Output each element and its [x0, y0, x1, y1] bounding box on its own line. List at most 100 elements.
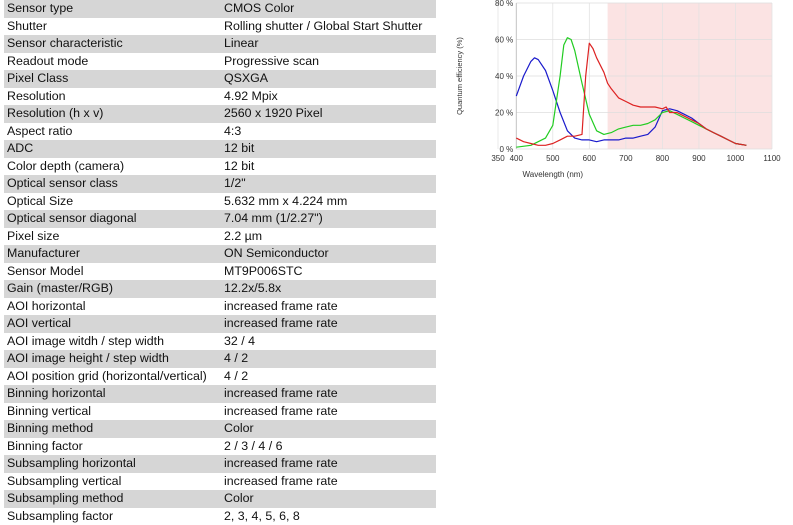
spec-value: 5.632 mm x 4.224 mm — [221, 193, 436, 211]
spec-value: 4:3 — [221, 123, 436, 141]
spec-value: 1/2" — [221, 175, 436, 193]
spec-label: Binning horizontal — [4, 385, 221, 403]
spec-label: AOI image witdh / step width — [4, 333, 221, 351]
spec-value: 7.04 mm (1/2.27") — [221, 210, 436, 228]
spec-value: Linear — [221, 35, 436, 53]
spec-value: 4.92 Mpix — [221, 88, 436, 106]
y-axis-label: Quantum efficiency (%) — [455, 37, 464, 115]
spec-label: Pixel size — [4, 228, 221, 246]
spec-value: MT9P006STC — [221, 263, 436, 281]
spec-label: Shutter — [4, 18, 221, 36]
spec-value: 2560 x 1920 Pixel — [221, 105, 436, 123]
spec-label: Pixel Class — [4, 70, 221, 88]
spec-label: Binning method — [4, 420, 221, 438]
spec-value: 12.2x/5.8x — [221, 280, 436, 298]
spec-label: Gain (master/RGB) — [4, 280, 221, 298]
spec-row: Resolution (h x v)2560 x 1920 Pixel — [4, 105, 436, 123]
spec-label: Resolution — [4, 88, 221, 106]
spec-value: 2 / 3 / 4 / 6 — [221, 438, 436, 456]
spec-value: Color — [221, 490, 436, 508]
spec-label: Color depth (camera) — [4, 158, 221, 176]
spec-label: Subsampling method — [4, 490, 221, 508]
y-tick-label: 20 % — [495, 109, 513, 118]
spec-label: Optical sensor class — [4, 175, 221, 193]
x-tick-label: 900 — [692, 154, 706, 163]
spec-label: Subsampling factor — [4, 508, 221, 525]
spec-label: AOI horizontal — [4, 298, 221, 316]
spec-value: increased frame rate — [221, 385, 436, 403]
spec-label: Readout mode — [4, 53, 221, 71]
spec-label: Manufacturer — [4, 245, 221, 263]
spec-value: Progressive scan — [221, 53, 436, 71]
spec-value: 32 / 4 — [221, 333, 436, 351]
spec-row: AOI position grid (horizontal/vertical)4… — [4, 368, 436, 386]
x-tick-label: 600 — [583, 154, 597, 163]
spec-label: Aspect ratio — [4, 123, 221, 141]
spec-value: 12 bit — [221, 140, 436, 158]
spec-value: increased frame rate — [221, 403, 436, 421]
y-tick-label: 60 % — [495, 36, 513, 45]
y-tick-label: 40 % — [495, 72, 513, 81]
spec-value: increased frame rate — [221, 473, 436, 491]
spec-value: Color — [221, 420, 436, 438]
spec-row: Color depth (camera)12 bit — [4, 158, 436, 176]
spec-value: increased frame rate — [221, 298, 436, 316]
spec-label: Binning vertical — [4, 403, 221, 421]
spec-value: 2, 3, 4, 5, 6, 8 — [221, 508, 436, 525]
spec-value: increased frame rate — [221, 315, 436, 333]
y-tick-label: 0 % — [499, 145, 513, 154]
spec-label: Subsampling horizontal — [4, 455, 221, 473]
spec-value: 4 / 2 — [221, 368, 436, 386]
x-tick-label: 800 — [656, 154, 670, 163]
spec-label: Subsampling vertical — [4, 473, 221, 491]
spec-label: AOI vertical — [4, 315, 221, 333]
spec-label: Optical Size — [4, 193, 221, 211]
spec-label: Sensor Model — [4, 263, 221, 281]
spec-label: Optical sensor diagonal — [4, 210, 221, 228]
y-tick-label: 80 % — [495, 0, 513, 8]
spec-row: Gain (master/RGB)12.2x/5.8x — [4, 280, 436, 298]
spec-label: AOI image height / step width — [4, 350, 221, 368]
x-tick-label: 1100 — [763, 154, 781, 163]
spec-label: Binning factor — [4, 438, 221, 456]
x-tick-label: 350 — [491, 154, 505, 163]
x-tick-label: 500 — [546, 154, 560, 163]
spec-label: ADC — [4, 140, 221, 158]
spec-value: increased frame rate — [221, 455, 436, 473]
spec-value: Rolling shutter / Global Start Shutter — [221, 18, 436, 36]
spec-value: CMOS Color — [221, 0, 436, 18]
spec-label: Sensor characteristic — [4, 35, 221, 53]
x-tick-label: 700 — [619, 154, 633, 163]
spec-label: AOI position grid (horizontal/vertical) — [4, 368, 221, 386]
spec-value: 2.2 µm — [221, 228, 436, 246]
spec-label: Resolution (h x v) — [4, 105, 221, 123]
spec-value: 12 bit — [221, 158, 436, 176]
